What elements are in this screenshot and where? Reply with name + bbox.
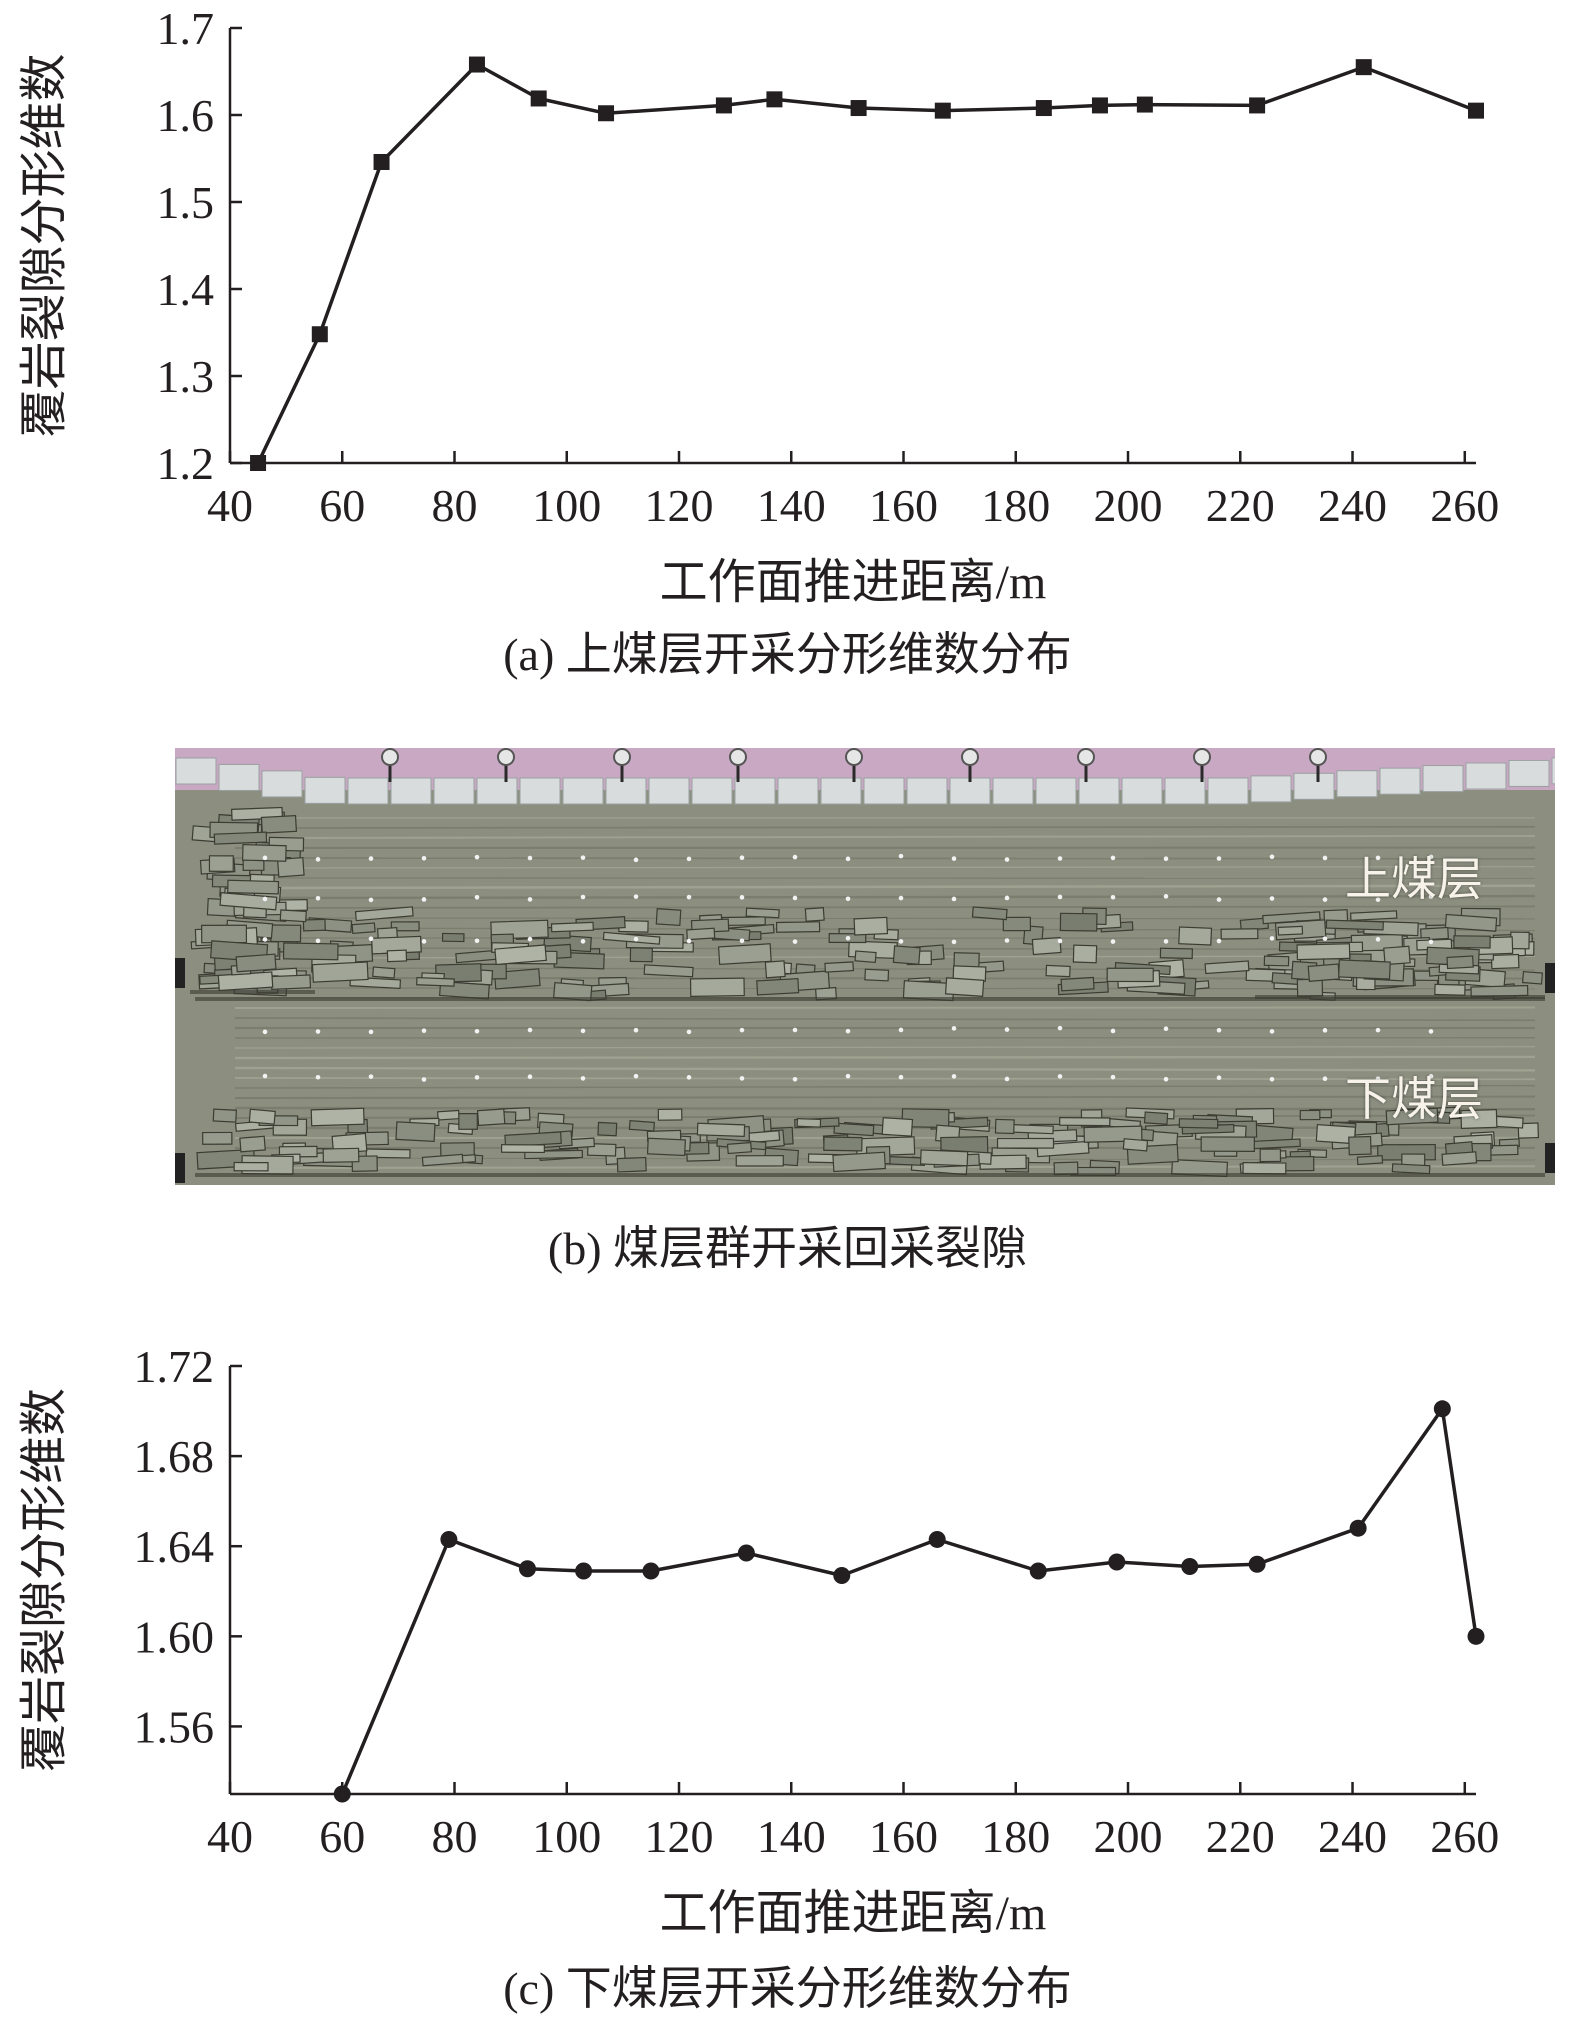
x-tick-label: 100: [532, 1811, 601, 1862]
photo-mining-fractures: 上煤层 下煤层: [175, 748, 1575, 1185]
x-tick-label: 120: [645, 480, 714, 531]
x-tick-label: 260: [1430, 1811, 1499, 1862]
data-point: [1249, 97, 1266, 114]
data-point: [1136, 96, 1153, 113]
data-point: [934, 102, 951, 119]
data-point: [1029, 1562, 1047, 1580]
y-tick-label: 1.68: [134, 1431, 215, 1482]
measuring-points: [262, 853, 1434, 1082]
y-tick-label: 1.3: [157, 351, 215, 402]
caption-a: (a) 上煤层开采分形维数分布: [503, 629, 1072, 680]
left-support-lower: [175, 1153, 185, 1183]
x-axis-label: 工作面推进距离/m: [660, 556, 1047, 609]
x-tick-label: 160: [869, 480, 938, 531]
x-tick-label: 80: [432, 480, 478, 531]
x-tick-label: 160: [869, 1811, 938, 1862]
data-point: [1181, 1557, 1199, 1575]
y-tick-label: 1.56: [134, 1701, 215, 1752]
physical-model-photo: [175, 748, 1575, 1185]
x-tick-label: 220: [1206, 1811, 1275, 1862]
caption-c: (c) 下煤层开采分形维数分布: [503, 1963, 1072, 2014]
data-point: [518, 1560, 536, 1578]
data-point: [766, 91, 783, 108]
x-tick-label: 200: [1094, 480, 1163, 531]
x-tick-label: 120: [645, 1811, 714, 1862]
x-tick-label: 80: [432, 1811, 478, 1862]
data-point: [468, 56, 485, 73]
data-point: [1035, 100, 1052, 117]
series-line: [256, 62, 1477, 464]
x-tick-label: 40: [207, 480, 253, 531]
data-point: [850, 100, 867, 117]
data-point: [575, 1562, 593, 1580]
y-tick-label: 1.2: [157, 438, 215, 489]
data-point: [333, 1785, 351, 1803]
x-tick-label: 200: [1094, 1811, 1163, 1862]
x-tick-label: 220: [1206, 480, 1275, 531]
data-point: [1108, 1553, 1126, 1571]
chart-a-upper-seam-fractal-dimension: 40 60 80 100 120 140 160 180 200 220 240 260 1.2 1.3 1…: [18, 3, 1499, 609]
data-point: [1468, 102, 1484, 119]
y-tick-label: 1.64: [134, 1521, 215, 1572]
data-point: [928, 1530, 946, 1548]
y-tick-label: 1.5: [157, 177, 215, 228]
x-tick-label: 60: [319, 1811, 365, 1862]
upper-seam-label: 上煤层: [1345, 852, 1483, 906]
y-tick-label: 1.72: [134, 1341, 215, 1392]
x-tick-label: 60: [319, 480, 365, 531]
x-tick-label: 40: [207, 1811, 253, 1862]
x-tick-label: 140: [757, 1811, 826, 1862]
data-point: [737, 1544, 755, 1562]
data-point: [1355, 59, 1372, 76]
chart-c-lower-seam-fractal-dimension: 40 60 80 100 120 140 160 180 200 220 240 260 1.56 1.6…: [18, 1341, 1499, 1940]
right-support-lower: [1545, 1143, 1555, 1173]
x-axis-label: 工作面推进距离/m: [660, 1887, 1047, 1940]
data-point: [440, 1530, 458, 1548]
x-tick-label: 140: [757, 480, 826, 531]
data-point: [1349, 1519, 1367, 1537]
data-point: [1248, 1555, 1266, 1573]
caption-b: (b) 煤层群开采回采裂隙: [547, 1223, 1028, 1274]
y-tick-label: 1.4: [157, 264, 215, 315]
y-tick-label: 1.60: [134, 1611, 215, 1662]
data-point: [1433, 1400, 1451, 1418]
series-line: [340, 1407, 1478, 1795]
data-point: [833, 1566, 851, 1584]
x-tick-label: 260: [1430, 480, 1499, 531]
right-support: [1545, 963, 1555, 993]
data-point: [373, 153, 390, 170]
y-tick-label: 1.7: [157, 3, 215, 54]
pressure-gauges: [381, 748, 1327, 782]
left-support: [175, 958, 185, 988]
caved-zones: [190, 806, 1545, 1178]
x-tick-label: 240: [1318, 1811, 1387, 1862]
lower-seam-label: 下煤层: [1345, 1072, 1483, 1126]
x-tick-label: 180: [981, 1811, 1050, 1862]
data-point: [311, 326, 328, 343]
data-point: [598, 105, 615, 122]
y-axis-label: 覆岩裂隙分形维数: [18, 1388, 71, 1772]
y-axis-label: 覆岩裂隙分形维数: [18, 53, 71, 437]
data-point: [250, 455, 267, 471]
data-point: [1091, 97, 1108, 114]
top-loading-blocks: [175, 757, 1575, 805]
data-point: [715, 97, 732, 114]
data-point: [1467, 1627, 1485, 1645]
data-point: [642, 1562, 660, 1580]
x-tick-label: 180: [981, 480, 1050, 531]
x-tick-label: 100: [532, 480, 601, 531]
y-tick-label: 1.6: [157, 90, 215, 141]
x-tick-label: 240: [1318, 480, 1387, 531]
data-point: [530, 90, 547, 107]
